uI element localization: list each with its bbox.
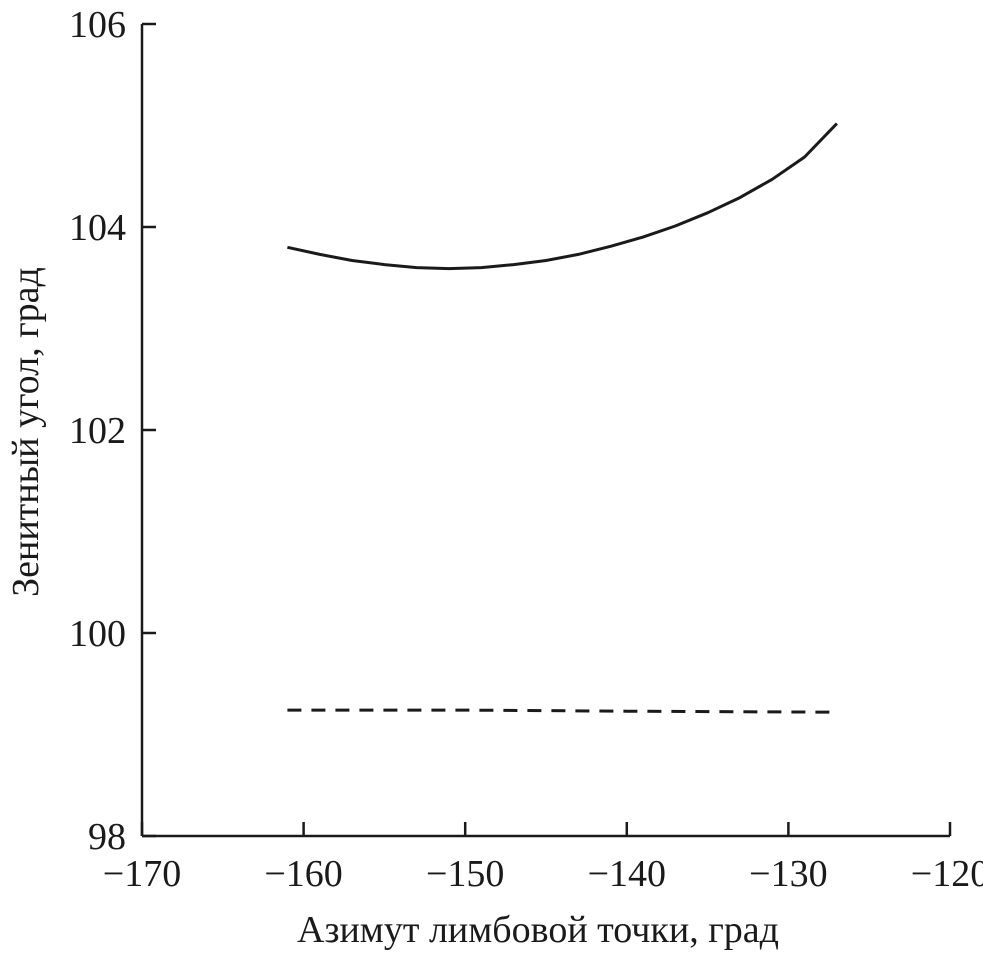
- x-tick-label: −150: [426, 853, 504, 895]
- x-axis: −170 −160 −150 −140 −130 −120: [103, 822, 983, 895]
- x-tick-label: −160: [264, 853, 342, 895]
- y-axis: 98 100 102 104 106: [69, 4, 156, 858]
- y-tick-label: 100: [69, 613, 126, 655]
- y-tick-label: 98: [88, 816, 126, 858]
- x-tick-label: −170: [103, 853, 181, 895]
- plot-area: [287, 122, 838, 714]
- x-tick-label: −140: [588, 853, 666, 895]
- series-line-dashed: [287, 708, 837, 714]
- x-tick-label: −120: [911, 853, 983, 895]
- x-axis-title: Азимут лимбовой точки, град: [297, 909, 779, 951]
- x-tick-label: −130: [749, 853, 827, 895]
- y-axis-title: Зенитный угол, град: [5, 267, 47, 597]
- series-line-solid: [287, 122, 838, 271]
- y-tick-label: 106: [69, 4, 126, 46]
- y-tick-label: 104: [69, 207, 126, 249]
- y-tick-label: 102: [69, 410, 126, 452]
